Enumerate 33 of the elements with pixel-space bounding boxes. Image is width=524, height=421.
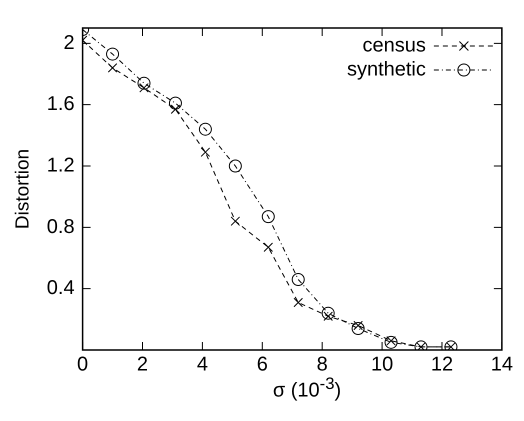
point xyxy=(384,336,398,349)
point xyxy=(106,48,120,61)
point xyxy=(170,104,180,114)
point xyxy=(228,160,242,172)
x-axis-title: σ (10$^{-3}$) xyxy=(272,374,342,403)
x-tick-label: 8 xyxy=(316,354,328,376)
x-tick-label: 2 xyxy=(136,354,148,376)
point xyxy=(352,322,365,336)
x-tick-label: 10 xyxy=(370,354,394,376)
y-tick-label: 1.2 xyxy=(46,154,75,177)
point xyxy=(168,96,182,110)
x-tick-label: 4 xyxy=(196,354,208,376)
x-tick-label: 0 xyxy=(77,354,88,376)
y-tick-label: 0.4 xyxy=(46,277,75,300)
y-axis-title: Distortion xyxy=(12,148,34,230)
x-tick-label: 12 xyxy=(430,354,454,376)
x-tick-label: 6 xyxy=(256,354,268,376)
point xyxy=(108,63,118,73)
point xyxy=(322,306,335,320)
point xyxy=(230,216,240,226)
legend-label: synthetic xyxy=(346,58,426,81)
legend-label: census xyxy=(362,34,426,57)
point xyxy=(292,272,305,286)
point xyxy=(198,122,212,136)
x-tick-label: 14 xyxy=(490,354,513,376)
point xyxy=(200,147,210,157)
point xyxy=(264,242,274,252)
point xyxy=(137,76,150,90)
point xyxy=(293,298,303,308)
y-tick-label: 0.8 xyxy=(46,216,75,238)
y-tick-label: 2 xyxy=(63,32,75,54)
y-tick-label: 1.6 xyxy=(46,93,75,116)
point xyxy=(262,210,275,224)
